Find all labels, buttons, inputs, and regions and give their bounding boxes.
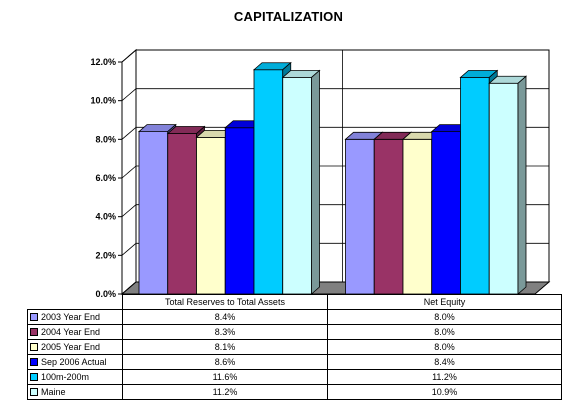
table-row: 2004 Year End 8.3% 8.0% xyxy=(27,324,562,340)
category-label: Net Equity xyxy=(327,294,562,310)
category-label: Total Reserves to Total Assets xyxy=(122,294,328,310)
data-label: 8.4% xyxy=(122,309,328,325)
bar-front xyxy=(196,136,226,295)
series-name: 100m-200m xyxy=(41,372,90,382)
series-name: 2005 Year End xyxy=(41,342,101,352)
bar-front xyxy=(431,131,461,295)
plot-area: 0.0% 2.0% 4.0% 6.0% 8.0% 10.0% 12.0% xyxy=(90,48,551,299)
series-name: 2003 Year End xyxy=(41,312,101,322)
table-row: Sep 2006 Actual 8.6% 8.4% xyxy=(27,354,562,370)
data-label: 8.0% xyxy=(327,339,562,355)
data-label: 11.2% xyxy=(122,384,328,400)
data-table: Total Reserves to Total Assets Net Equity… xyxy=(27,294,562,400)
y-tick-label: 10.0% xyxy=(90,96,116,106)
bar xyxy=(281,69,321,295)
y-tick-label: 0.0% xyxy=(95,289,116,299)
table-corner xyxy=(28,295,123,310)
legend-entry: 2003 Year End xyxy=(27,309,123,325)
legend-swatch xyxy=(30,342,38,351)
series-name: 2004 Year End xyxy=(41,327,101,337)
y-tick-label: 4.0% xyxy=(95,212,116,222)
bar-front xyxy=(402,138,433,295)
legend-entry: Maine xyxy=(27,384,123,400)
data-label: 8.3% xyxy=(122,324,328,340)
gridline xyxy=(121,88,549,101)
data-label: 11.6% xyxy=(122,369,328,385)
table-row: Maine 11.2% 10.9% xyxy=(27,384,562,400)
y-tick-label: 8.0% xyxy=(95,134,116,144)
legend-entry: 2005 Year End xyxy=(27,339,123,355)
bar-front xyxy=(345,138,375,295)
data-label: 8.0% xyxy=(327,309,562,325)
y-tick-label: 12.0% xyxy=(90,57,116,67)
legend-entry: 100m-200m xyxy=(27,369,123,385)
gridline xyxy=(121,126,549,140)
bar-front xyxy=(253,69,284,295)
data-label: 8.1% xyxy=(122,339,328,355)
series-name: Sep 2006 Actual xyxy=(41,357,107,367)
bar xyxy=(488,75,528,295)
y-tick-label: 2.0% xyxy=(95,250,116,260)
bar-front xyxy=(167,133,197,295)
legend-swatch xyxy=(30,327,38,336)
legend-swatch xyxy=(30,387,38,396)
legend-swatch xyxy=(30,357,38,366)
bar-front xyxy=(373,138,404,295)
legend-entry: 2004 Year End xyxy=(27,324,123,340)
data-label: 8.4% xyxy=(327,354,562,370)
legend-swatch xyxy=(30,372,38,381)
series-name: Maine xyxy=(41,387,66,397)
bar-side xyxy=(311,69,320,295)
y-axis-tick-labels: 0.0% 2.0% 4.0% 6.0% 8.0% 10.0% 12.0% xyxy=(90,57,116,299)
y-tick-label: 6.0% xyxy=(95,173,116,183)
bars xyxy=(137,61,528,295)
gridline xyxy=(121,49,549,63)
table-row: 2003 Year End 8.4% 8.0% xyxy=(27,309,562,325)
legend-entry: Sep 2006 Actual xyxy=(27,354,123,370)
chart-title: CAPITALIZATION xyxy=(233,9,344,24)
bar-side xyxy=(517,75,527,295)
data-label: 8.0% xyxy=(327,324,562,340)
data-label: 11.2% xyxy=(327,369,562,385)
bar-front xyxy=(282,77,312,295)
legend-swatch xyxy=(30,312,38,321)
data-label: 10.9% xyxy=(327,384,562,400)
bar-front xyxy=(460,77,490,295)
bar-front xyxy=(224,127,255,295)
bar-front xyxy=(488,82,519,295)
bar-front xyxy=(138,131,169,295)
data-label: 8.6% xyxy=(122,354,328,370)
table-row: 2005 Year End 8.1% 8.0% xyxy=(27,339,562,355)
table-row: 100m-200m 11.6% 11.2% xyxy=(27,369,562,385)
